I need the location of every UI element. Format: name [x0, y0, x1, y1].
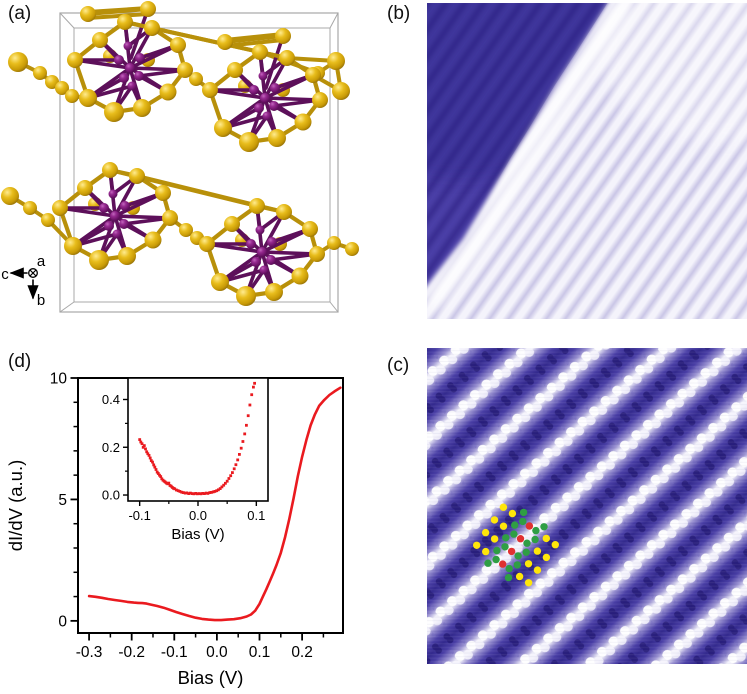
- inset-x-tick-label: -0.1: [128, 508, 150, 523]
- overlay-atom-y: [482, 547, 490, 556]
- x-tick-label: 0.2: [291, 644, 313, 661]
- overlay-atom-y: [533, 566, 542, 574]
- inset-y-tick-label: 0.2: [102, 440, 120, 455]
- overlay-atom-g: [519, 517, 527, 526]
- overlay-atom-g: [514, 552, 522, 560]
- overlay-atom-g: [510, 530, 518, 538]
- axis-b-label: b: [37, 292, 45, 309]
- inset-x-tick-label: 0.1: [247, 508, 265, 523]
- x-tick-label: -0.2: [118, 644, 145, 661]
- x-tick-label: 0.1: [249, 644, 271, 661]
- inset-scatter: [138, 381, 256, 496]
- overlay-atom-y: [490, 516, 499, 524]
- didv-spectrum-panel: -0.3 -0.2 -0.1 0.0 0.1 0.2 0 5 10 Bias (V) dI/dV (…: [5, 371, 344, 688]
- overlay-atom-g: [513, 561, 521, 569]
- overlay-atom-g: [532, 526, 540, 535]
- axis-a-label: a: [37, 253, 46, 270]
- y-tick-label: 10: [50, 371, 68, 388]
- didv-curve: [87, 386, 342, 622]
- overlay-atom-y: [508, 509, 517, 518]
- overlay-atom-r: [507, 547, 516, 556]
- overlay-atom-g: [522, 548, 530, 556]
- overlay-atom-y: [490, 535, 499, 543]
- scanline-noise: [427, 348, 747, 664]
- panel-d-label: (d): [8, 351, 32, 372]
- axes-indicator: c a b: [1, 253, 46, 309]
- overlay-atom-g: [502, 534, 510, 542]
- overlay-atom-y: [524, 560, 533, 568]
- overlay-atom-g: [523, 539, 531, 547]
- panel-c-label: (c): [387, 355, 410, 376]
- overlay-atom-g: [504, 573, 513, 582]
- overlay-atom-r: [525, 522, 534, 530]
- overlay-atom-g: [484, 559, 492, 567]
- overlay-atom-g: [511, 521, 519, 529]
- inset-y-tick-label: 0.4: [102, 392, 120, 407]
- overlay-atom-y: [533, 547, 542, 555]
- inset-x-tick-label: 0.0: [189, 508, 207, 523]
- step-edge-glow: [427, 3, 632, 309]
- overlay-atom-y: [499, 503, 508, 511]
- x-tick-label: -0.3: [76, 644, 103, 661]
- overlay-atom-r: [516, 535, 525, 543]
- atom-model-overlay: [473, 503, 559, 587]
- y-tick-label: 5: [58, 492, 67, 509]
- axis-c-label: c: [1, 266, 9, 283]
- overlay-atom-g: [492, 555, 500, 564]
- overlay-atom-g: [493, 546, 501, 555]
- overlay-atom-y: [542, 534, 550, 543]
- inset-y-tick-label: 0.0: [102, 488, 120, 503]
- overlay-atom-y: [499, 522, 508, 530]
- overlay-atom-g: [519, 508, 528, 517]
- crystal-structure-panel: c a b: [1, 1, 359, 313]
- overlay-atom-y: [551, 541, 559, 549]
- overlay-atom-y: [542, 553, 551, 562]
- overlay-atom-y: [473, 541, 481, 549]
- inset-x-axis-title: Bias (V): [171, 526, 224, 543]
- x-tick-label: -0.1: [161, 644, 188, 661]
- overlay-atom-g: [540, 523, 548, 531]
- overlay-atom-g: [501, 543, 509, 551]
- overlay-atom-g: [505, 564, 513, 573]
- stm-image-terrace-panel: [427, 3, 747, 319]
- stm-image-atomic-panel: [427, 348, 747, 664]
- inset-axes-box: [127, 377, 269, 502]
- panel-a-label: (a): [8, 3, 32, 24]
- overlay-atom-r: [499, 560, 507, 568]
- overlay-atom-y: [515, 572, 524, 581]
- panel-b-label: (b): [387, 3, 411, 24]
- y-tick-label: 0: [58, 613, 67, 630]
- overlay-atom-y: [524, 579, 533, 587]
- overlay-atom-y: [481, 528, 490, 537]
- x-axis-title: Bias (V): [178, 667, 244, 688]
- x-tick-label: 0.0: [206, 644, 228, 661]
- overlay-atom-g: [531, 535, 539, 544]
- y-axis-title: dI/dV (a.u.): [5, 460, 26, 552]
